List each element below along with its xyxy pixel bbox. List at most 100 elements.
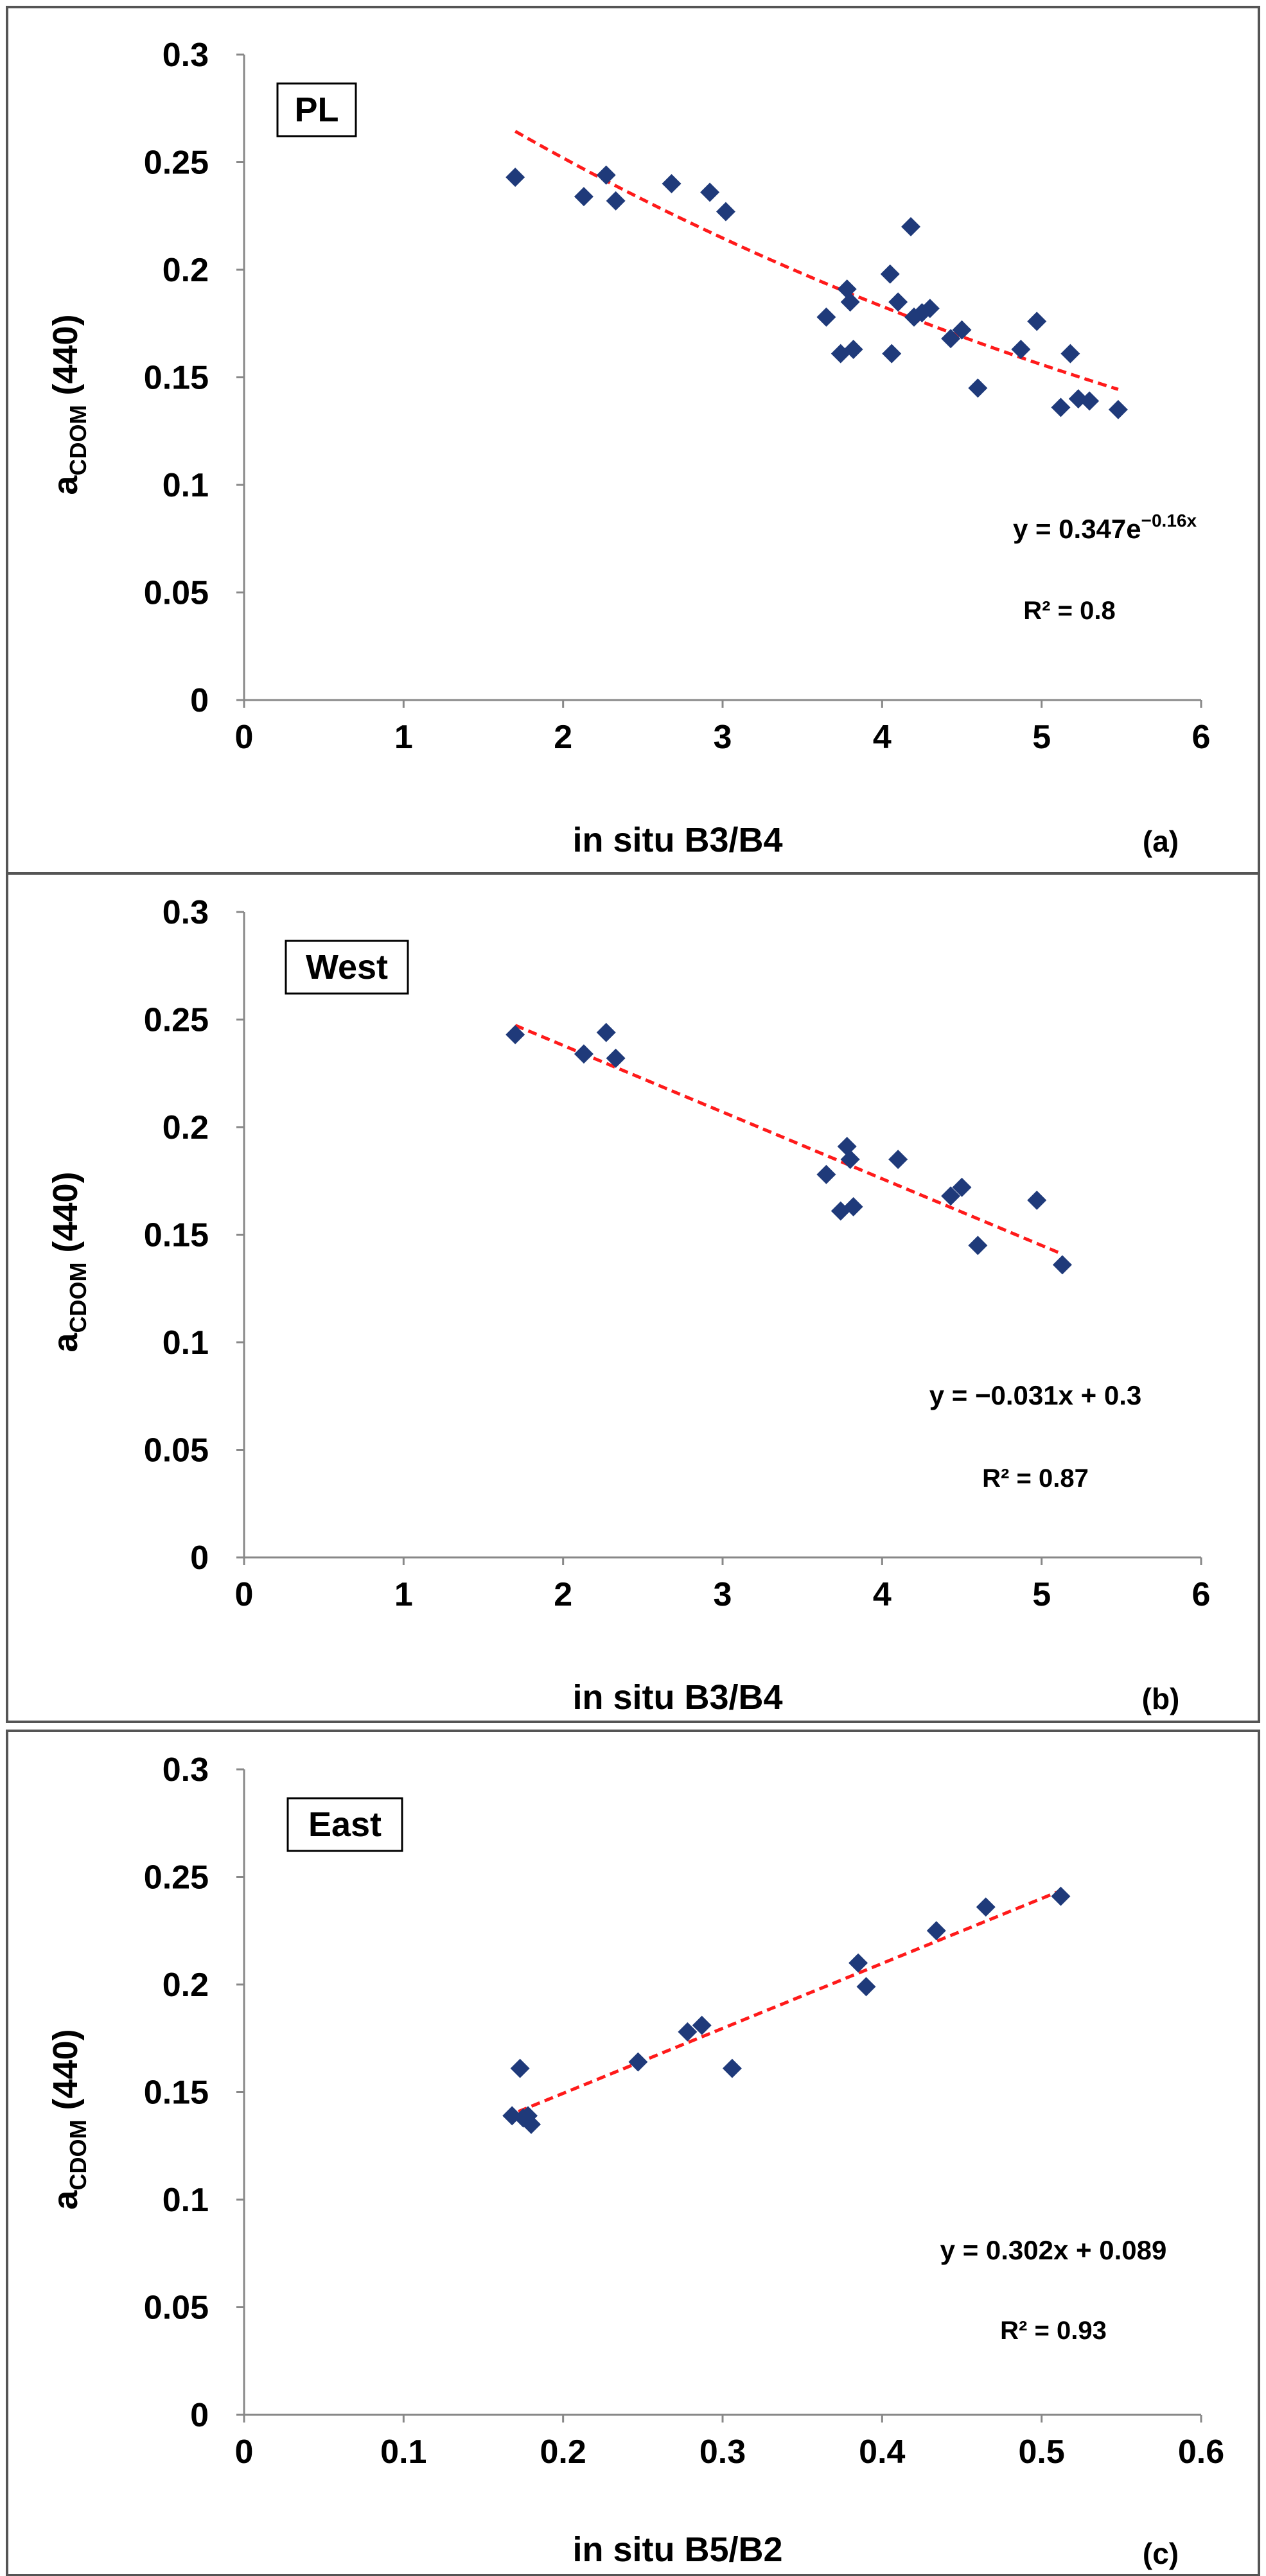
panel-c-y-tick-label: 0 xyxy=(190,2397,209,2434)
panel-b-y-tick-label: 0.15 xyxy=(144,1217,209,1254)
panel-a-data-point xyxy=(1080,391,1100,411)
panel-b-data-point xyxy=(840,1150,860,1170)
panel-c-data-point xyxy=(926,1921,946,1941)
panel-c-x-tick-label: 0.1 xyxy=(380,2433,426,2471)
panel-c-data-points xyxy=(502,1886,1071,2134)
panel-a-data-point xyxy=(816,307,836,327)
panel-a-equation-exponent: −0.16x xyxy=(1141,511,1197,530)
panel-c-border xyxy=(6,1730,1260,2576)
panel-b-x-tick-label: 2 xyxy=(554,1576,572,1613)
panel-c-data-point xyxy=(518,2106,538,2126)
panel-b-data-point xyxy=(816,1164,836,1184)
panel-a-data-point xyxy=(941,329,961,349)
panel-b-data-point xyxy=(1027,1190,1047,1210)
panel-b-data-point xyxy=(843,1196,863,1216)
panel-a-data-point xyxy=(506,167,525,187)
panel-b-data-point xyxy=(968,1236,988,1256)
panel-a-y-label-a: a xyxy=(46,475,85,495)
panel-c-tag: (c) xyxy=(1143,2537,1179,2570)
panel-b-region-label: West xyxy=(306,948,388,986)
panel-c-y-axis-label: aCDOM (440) xyxy=(46,2029,91,2209)
panel-a-x-tick-label: 6 xyxy=(1192,719,1211,756)
panel-a-y-label-sub: CDOM xyxy=(65,405,91,476)
panel-b-x-tick-label: 0 xyxy=(235,1576,254,1613)
panel-c: 00.050.10.150.20.250.3 0 0.1 0.2 0.3 0.4 0.5 0… xyxy=(6,1730,1260,2576)
panel-a-data-point xyxy=(843,339,863,359)
panel-b-data-points xyxy=(506,1022,1072,1275)
panel-c-x-axis-label: in situ B5/B2 xyxy=(572,2530,782,2569)
panel-b-data-point xyxy=(1052,1255,1072,1275)
panel-a-data-point xyxy=(840,292,860,312)
panel-b-y-tick-label: 0.1 xyxy=(163,1324,209,1362)
panel-a-data-point xyxy=(837,279,857,299)
panel-a-y-axis-label: aCDOM (440) xyxy=(46,314,91,495)
panel-a-fit-line xyxy=(514,130,1119,391)
panel-c-data-point xyxy=(722,2058,742,2078)
panel-c-x-tick-labels: 0 0.1 0.2 0.3 0.4 0.5 0.6 xyxy=(235,2415,1224,2471)
panel-b-x-axis-label: in situ B3/B4 xyxy=(572,1678,782,1717)
panel-b-y-tick-labels: 0 0.05 0.1 0.15 0.2 0.25 0.3 xyxy=(144,894,244,1577)
panel-c-x-tick-label: 0.2 xyxy=(540,2433,586,2471)
panel-c-data-point xyxy=(1051,1886,1071,1906)
panel-c-data-point xyxy=(976,1897,996,1917)
panel-a: 0 0.05 0.1 0.15 0.2 0.25 0.3 0 1 2 3 4 5 6 aCDOM (44… xyxy=(6,6,1260,875)
panel-a-border xyxy=(6,6,1260,875)
panel-b-x-tick-label: 4 xyxy=(873,1576,892,1613)
panel-a-data-point xyxy=(880,264,900,284)
panel-b-data-point xyxy=(574,1044,593,1064)
panel-a-data-point xyxy=(1051,398,1071,417)
panel-a-y-tick-label: 0.25 xyxy=(144,145,209,182)
panel-c-x-tick-label: 0.5 xyxy=(1019,2433,1065,2471)
panel-c-data-point xyxy=(848,1953,868,1973)
panel-a-data-point xyxy=(952,320,972,340)
panel-b-data-point xyxy=(596,1022,616,1042)
panel-c-data-point xyxy=(502,2106,522,2126)
panel-a-equation-main: y = 0.347e xyxy=(1013,514,1141,544)
panel-b-x-tick-labels: 0 1 2 3 4 5 6 xyxy=(235,1557,1211,1613)
panel-b-x-tick-label: 5 xyxy=(1032,1576,1051,1613)
panel-b-y-label-sub: CDOM xyxy=(65,1263,91,1333)
panel-b-y-tick-label: 0.3 xyxy=(163,894,209,931)
panel-b-y-tick-label: 0.05 xyxy=(144,1432,209,1469)
panel-c-y-label-sub: CDOM xyxy=(65,2120,91,2191)
panel-c-y-tick-label: 0.25 xyxy=(144,1859,209,1897)
panel-a-y-tick-labels: 0 0.05 0.1 0.15 0.2 0.25 0.3 xyxy=(144,37,244,719)
panel-c-x-tick-label: 0 xyxy=(235,2433,254,2471)
panel-b: 0 0.05 0.1 0.15 0.2 0.25 0.3 0 1 2 3 4 5 6 aCDOM (44… xyxy=(6,872,1260,1723)
panel-b-data-point xyxy=(837,1137,857,1157)
panel-a-data-point xyxy=(920,299,940,319)
panel-b-data-point xyxy=(941,1186,961,1206)
panel-a-data-point xyxy=(901,217,921,236)
panel-c-y-tick-label: 0.3 xyxy=(163,1751,209,1789)
panel-b-y-tick-label: 0 xyxy=(190,1539,209,1577)
panel-a-data-point xyxy=(716,202,735,222)
panel-b-region-box xyxy=(285,940,409,995)
panel-c-y-tick-label: 0.05 xyxy=(144,2290,209,2327)
panel-a-x-tick-label: 1 xyxy=(394,719,413,756)
panel-b-y-label-a: a xyxy=(46,1333,85,1353)
panel-a-x-axis-label: in situ B3/B4 xyxy=(572,821,782,859)
panel-b-fit-line xyxy=(514,1024,1063,1256)
panel-a-y-tick-label: 0.05 xyxy=(144,575,209,612)
panel-c-y-tick-label: 0.15 xyxy=(144,2074,209,2112)
panel-a-x-tick-label: 4 xyxy=(873,719,892,756)
panel-a-data-point xyxy=(574,187,593,207)
panel-a-region-label: PL xyxy=(294,91,338,129)
panel-b-equation: y = −0.031x + 0.3 xyxy=(929,1380,1141,1410)
panel-a-data-points xyxy=(506,165,1128,419)
panel-a-equation: y = 0.347e−0.16x xyxy=(1013,511,1197,544)
panel-b-x-tick-label: 1 xyxy=(394,1576,413,1613)
panel-b-data-point xyxy=(888,1150,908,1170)
panel-c-data-point xyxy=(856,1977,876,1997)
panel-a-data-point xyxy=(606,191,626,211)
panel-c-data-point xyxy=(522,2114,541,2134)
panel-b-tag: (b) xyxy=(1142,1682,1180,1715)
panel-c-y-label-tail: (440) xyxy=(46,2029,85,2119)
panel-a-data-point xyxy=(596,165,616,185)
panel-b-x-tick-label: 6 xyxy=(1192,1576,1211,1613)
panel-a-data-point xyxy=(700,182,720,202)
panel-c-data-point xyxy=(510,2058,530,2078)
panel-a-region-box xyxy=(276,82,357,137)
panel-a-y-tick-label: 0 xyxy=(190,682,209,719)
panel-c-data-point xyxy=(692,2015,712,2035)
